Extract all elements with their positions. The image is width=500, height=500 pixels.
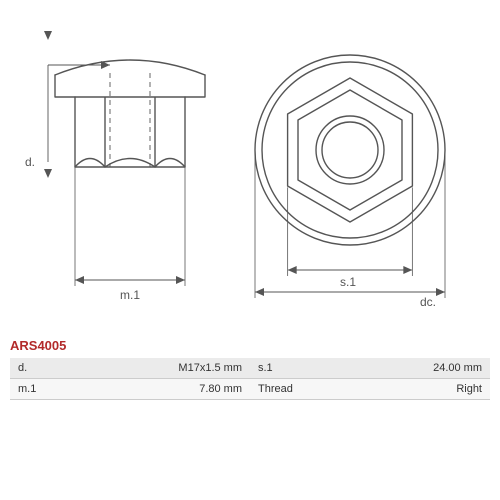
technical-drawing: d. m.1 s.1 dc. [0, 0, 500, 330]
dim-label-m1: m.1 [120, 288, 140, 302]
spec-label: d. [10, 358, 130, 379]
spec-value: 7.80 mm [130, 379, 250, 400]
table-row: d. M17x1.5 mm s.1 24.00 mm [10, 358, 490, 379]
spec-value: Right [370, 379, 490, 400]
dim-label-d: d. [25, 155, 35, 169]
dim-label-dc: dc. [420, 295, 436, 309]
spec-value: M17x1.5 mm [130, 358, 250, 379]
part-number: ARS4005 [10, 338, 66, 353]
table-row: m.1 7.80 mm Thread Right [10, 379, 490, 400]
spec-table: d. M17x1.5 mm s.1 24.00 mm m.1 7.80 mm T… [10, 358, 490, 400]
spec-label: Thread [250, 379, 370, 400]
spec-value: 24.00 mm [370, 358, 490, 379]
spec-label: s.1 [250, 358, 370, 379]
spec-label: m.1 [10, 379, 130, 400]
dim-label-s1: s.1 [340, 275, 356, 289]
drawing-svg [0, 0, 500, 330]
